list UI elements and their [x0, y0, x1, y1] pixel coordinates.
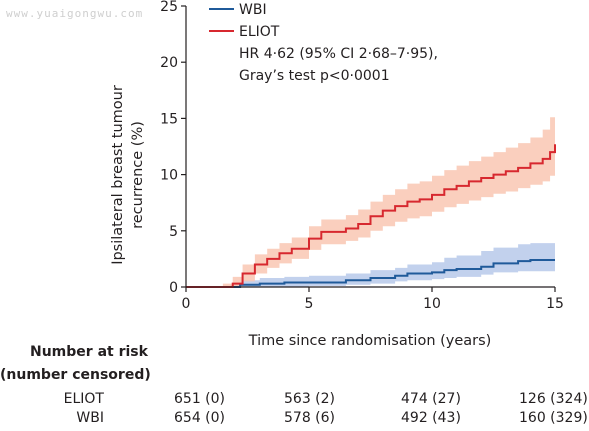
x-tick-label-0: 0	[182, 296, 191, 312]
y-axis-title-line2: recurrence (%)	[130, 121, 146, 229]
risk-cell-wbi-0: 654 (0)	[174, 410, 226, 426]
x-axis-title: Time since randomisation (years)	[248, 333, 492, 349]
series-lines	[186, 144, 556, 288]
risk-cell-eliot-15: 126 (324)	[519, 391, 588, 407]
hazard-ratio-annotation: HR 4·62 (95% CI 2·68–7·95), Gray’s test …	[239, 46, 438, 84]
y-tick-label-10: 10	[160, 168, 178, 184]
risk-cell-eliot-0: 651 (0)	[174, 391, 226, 407]
annotation-line2: Gray’s test p<0·0001	[239, 68, 390, 84]
series-line-eliot	[186, 144, 556, 288]
legend: WBI ELIOT	[209, 2, 280, 40]
risk-table-heading-line1: Number at risk	[30, 344, 148, 360]
risk-row-label-wbi: WBI	[76, 410, 104, 426]
y-tick-label-5: 5	[169, 224, 178, 240]
risk-table-heading-line2: (number censored)	[0, 367, 151, 383]
y-tick-label-0: 0	[169, 280, 178, 296]
y-axis-title: Ipsilateral breast tumour recurrence (%)	[110, 85, 146, 265]
risk-cell-eliot-10: 474 (27)	[401, 391, 461, 407]
risk-cell-eliot-5: 563 (2)	[284, 391, 336, 407]
y-axis-title-line1: Ipsilateral breast tumour	[110, 85, 126, 265]
x-tick-label-10: 10	[423, 296, 441, 312]
risk-row-label-eliot: ELIOT	[63, 391, 104, 407]
legend-label-wbi: WBI	[239, 2, 267, 18]
y-tick-label-25: 25	[160, 0, 178, 15]
y-tick-label-15: 15	[160, 111, 178, 127]
legend-label-eliot: ELIOT	[239, 24, 280, 40]
confidence-bands	[186, 107, 555, 287]
y-tick-label-20: 20	[160, 55, 178, 71]
watermark-text: www.yuaigongwu.com	[6, 7, 143, 20]
ci-band-wbi	[186, 243, 555, 287]
series-line-wbi	[186, 259, 555, 288]
ci-band-eliot	[186, 107, 555, 287]
axes: 0 5 10 15 20 25 0 5 10 15	[160, 0, 564, 312]
x-tick-label-15: 15	[546, 296, 564, 312]
risk-cell-wbi-10: 492 (43)	[401, 410, 461, 426]
annotation-line1: HR 4·62 (95% CI 2·68–7·95),	[239, 46, 438, 62]
risk-cell-wbi-5: 578 (6)	[284, 410, 336, 426]
risk-cell-wbi-15: 160 (329)	[519, 410, 588, 426]
x-tick-label-5: 5	[305, 296, 314, 312]
